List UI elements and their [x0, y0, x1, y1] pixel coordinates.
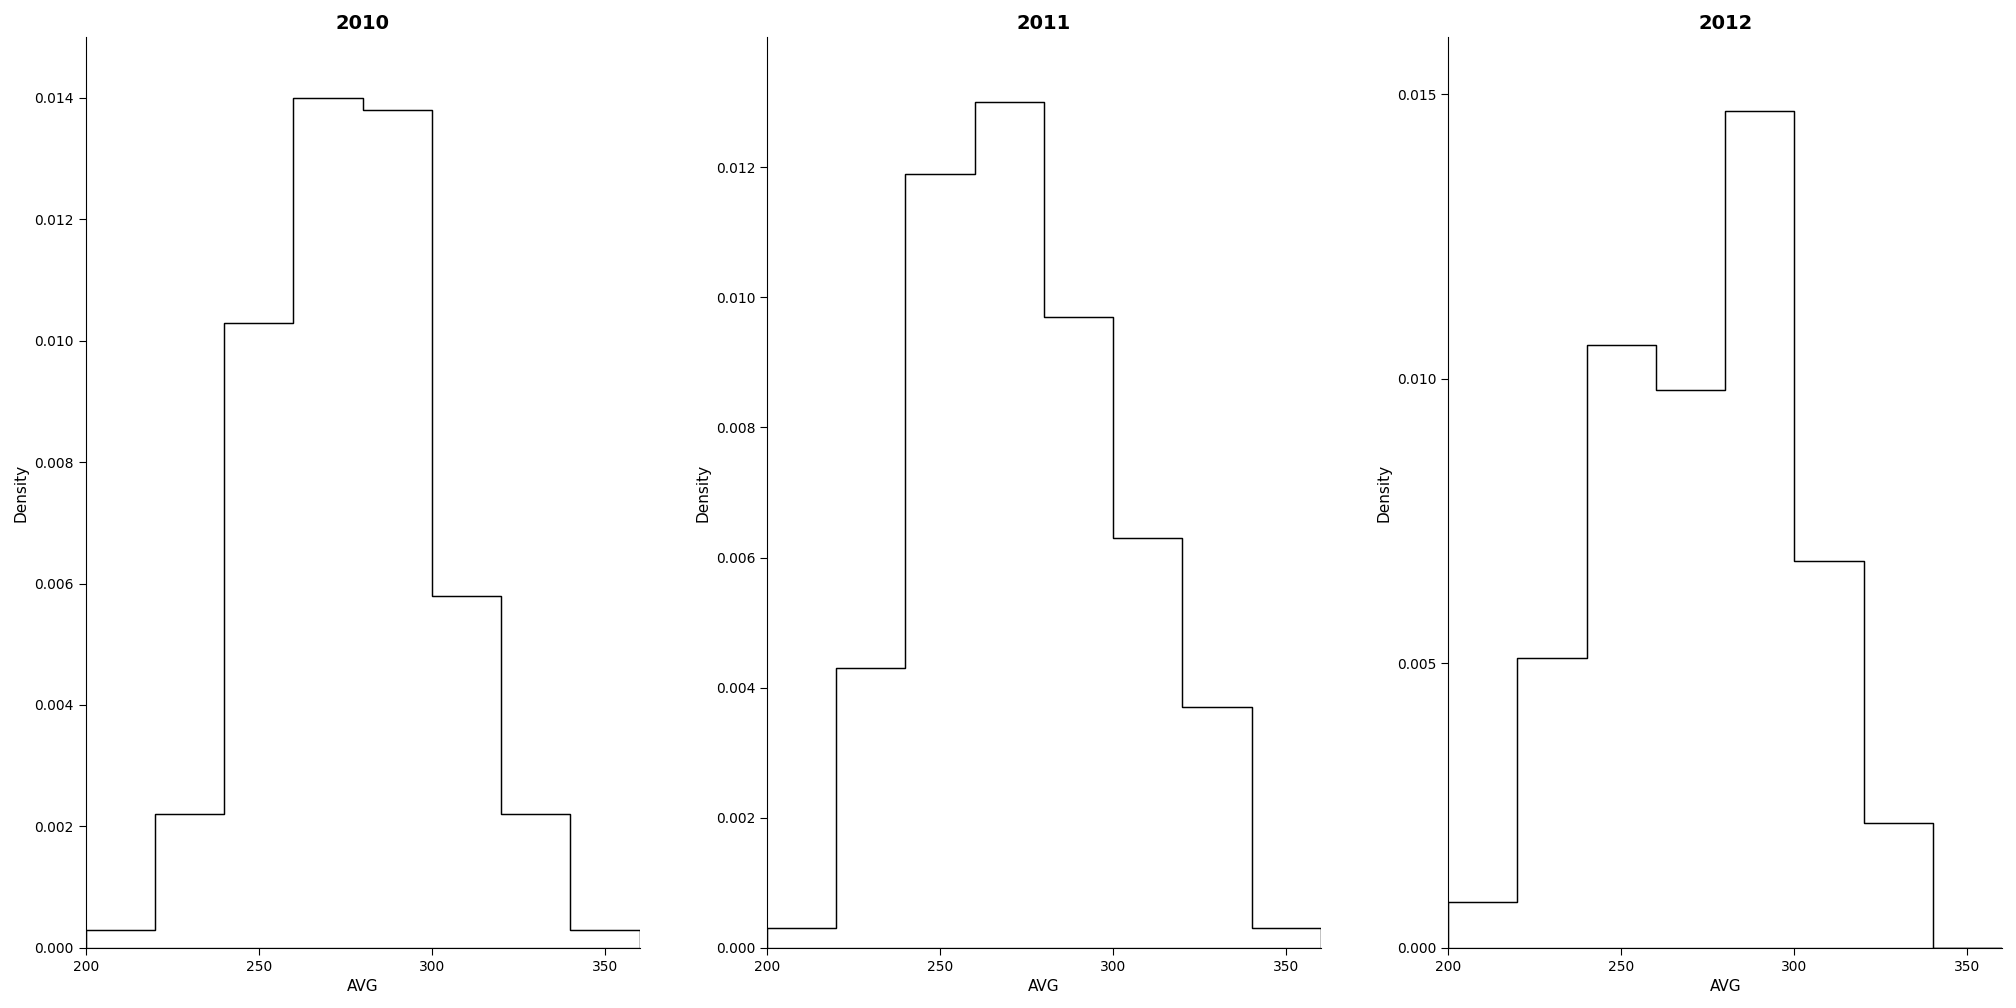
X-axis label: AVG: AVG [1028, 979, 1060, 994]
Title: 2011: 2011 [1016, 14, 1070, 33]
Y-axis label: Density: Density [696, 464, 710, 521]
X-axis label: AVG: AVG [347, 979, 379, 994]
Y-axis label: Density: Density [1377, 464, 1391, 521]
Title: 2010: 2010 [337, 14, 389, 33]
Polygon shape [766, 102, 1320, 948]
Polygon shape [1447, 111, 2002, 948]
Title: 2012: 2012 [1697, 14, 1752, 33]
Y-axis label: Density: Density [14, 464, 28, 521]
X-axis label: AVG: AVG [1710, 979, 1742, 994]
Polygon shape [87, 98, 639, 948]
